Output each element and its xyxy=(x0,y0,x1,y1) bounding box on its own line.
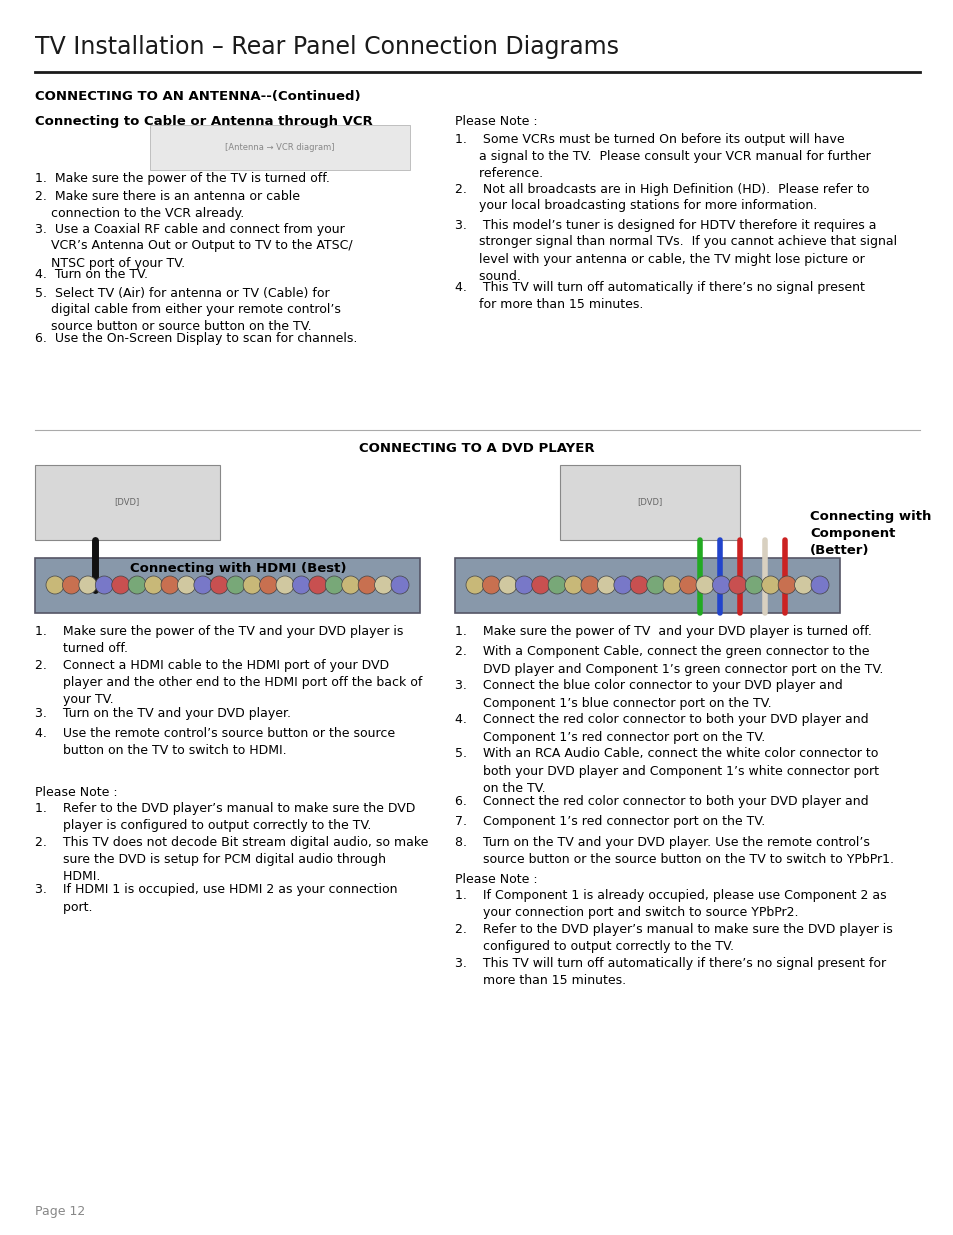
Text: [DVD]: [DVD] xyxy=(637,498,662,506)
Circle shape xyxy=(46,576,64,594)
Circle shape xyxy=(341,576,359,594)
Circle shape xyxy=(275,576,294,594)
Circle shape xyxy=(482,576,500,594)
Text: 2.  Make sure there is an antenna or cable
    connection to the VCR already.: 2. Make sure there is an antenna or cabl… xyxy=(35,190,299,221)
Text: TV Installation – Rear Panel Connection Diagrams: TV Installation – Rear Panel Connection … xyxy=(35,35,618,59)
Text: Connecting to Cable or Antenna through VCR: Connecting to Cable or Antenna through V… xyxy=(35,115,373,128)
Text: CONNECTING TO AN ANTENNA--(Continued): CONNECTING TO AN ANTENNA--(Continued) xyxy=(35,90,360,103)
Text: 4.    This TV will turn off automatically if there’s no signal present
      for: 4. This TV will turn off automatically i… xyxy=(455,282,864,311)
Text: 8.    Turn on the TV and your DVD player. Use the remote control’s
       source: 8. Turn on the TV and your DVD player. U… xyxy=(455,836,893,866)
Circle shape xyxy=(177,576,195,594)
Text: Connecting with HDMI (Best): Connecting with HDMI (Best) xyxy=(130,562,346,576)
Circle shape xyxy=(728,576,746,594)
Text: 1.  Make sure the power of the TV is turned off.: 1. Make sure the power of the TV is turn… xyxy=(35,172,330,185)
Circle shape xyxy=(375,576,393,594)
Text: 3.    This TV will turn off automatically if there’s no signal present for
     : 3. This TV will turn off automatically i… xyxy=(455,957,885,987)
Text: 3.  Use a Coaxial RF cable and connect from your
    VCR’s Antenna Out or Output: 3. Use a Coaxial RF cable and connect fr… xyxy=(35,222,353,269)
Text: 7.    Component 1’s red connector port on the TV.: 7. Component 1’s red connector port on t… xyxy=(455,815,764,829)
Text: 3.    This model’s tuner is designed for HDTV therefore it requires a
      stro: 3. This model’s tuner is designed for HD… xyxy=(455,219,896,283)
Circle shape xyxy=(357,576,375,594)
Text: 5.    With an RCA Audio Cable, connect the white color connector to
       both : 5. With an RCA Audio Cable, connect the … xyxy=(455,747,878,794)
Circle shape xyxy=(227,576,245,594)
Circle shape xyxy=(465,576,483,594)
Text: 5.  Select TV (Air) for antenna or TV (Cable) for
    digital cable from either : 5. Select TV (Air) for antenna or TV (Ca… xyxy=(35,287,340,333)
Circle shape xyxy=(531,576,549,594)
Text: 1.    If Component 1 is already occupied, please use Component 2 as
       your : 1. If Component 1 is already occupied, p… xyxy=(455,889,885,919)
Circle shape xyxy=(744,576,762,594)
Circle shape xyxy=(548,576,565,594)
Text: 1.    Some VCRs must be turned On before its output will have
      a signal to : 1. Some VCRs must be turned On before it… xyxy=(455,133,870,180)
Circle shape xyxy=(580,576,598,594)
Text: 1.    Make sure the power of the TV and your DVD player is
       turned off.: 1. Make sure the power of the TV and you… xyxy=(35,625,403,655)
Text: 2.    Refer to the DVD player’s manual to make sure the DVD player is
       con: 2. Refer to the DVD player’s manual to m… xyxy=(455,923,892,953)
Text: Please Note :: Please Note : xyxy=(35,785,117,799)
Circle shape xyxy=(391,576,409,594)
Circle shape xyxy=(515,576,533,594)
Text: 1.    Make sure the power of TV  and your DVD player is turned off.: 1. Make sure the power of TV and your DV… xyxy=(455,625,871,638)
Circle shape xyxy=(662,576,680,594)
Circle shape xyxy=(794,576,812,594)
FancyBboxPatch shape xyxy=(150,125,410,170)
Circle shape xyxy=(712,576,730,594)
Text: 3.    Turn on the TV and your DVD player.: 3. Turn on the TV and your DVD player. xyxy=(35,706,291,720)
Text: 3.    If HDMI 1 is occupied, use HDMI 2 as your connection
       port.: 3. If HDMI 1 is occupied, use HDMI 2 as … xyxy=(35,883,397,914)
Circle shape xyxy=(161,576,179,594)
FancyBboxPatch shape xyxy=(455,558,840,613)
Circle shape xyxy=(564,576,582,594)
Circle shape xyxy=(243,576,261,594)
FancyBboxPatch shape xyxy=(559,466,740,540)
Circle shape xyxy=(613,576,631,594)
Circle shape xyxy=(325,576,343,594)
Text: [DVD]: [DVD] xyxy=(114,498,139,506)
Text: CONNECTING TO A DVD PLAYER: CONNECTING TO A DVD PLAYER xyxy=(359,442,594,454)
Text: Please Note :: Please Note : xyxy=(455,115,537,128)
Circle shape xyxy=(62,576,80,594)
Text: 1.    Refer to the DVD player’s manual to make sure the DVD
       player is con: 1. Refer to the DVD player’s manual to m… xyxy=(35,802,415,832)
Circle shape xyxy=(95,576,113,594)
Circle shape xyxy=(810,576,828,594)
Text: Connecting with
Component
(Better): Connecting with Component (Better) xyxy=(809,510,930,557)
Circle shape xyxy=(498,576,517,594)
Text: [Antenna → VCR diagram]: [Antenna → VCR diagram] xyxy=(225,142,335,152)
Text: 4.  Turn on the TV.: 4. Turn on the TV. xyxy=(35,268,148,282)
Circle shape xyxy=(128,576,146,594)
Circle shape xyxy=(760,576,779,594)
FancyBboxPatch shape xyxy=(35,466,220,540)
Circle shape xyxy=(696,576,713,594)
Circle shape xyxy=(630,576,648,594)
Circle shape xyxy=(597,576,615,594)
Circle shape xyxy=(646,576,664,594)
Text: Page 12: Page 12 xyxy=(35,1205,85,1218)
Circle shape xyxy=(112,576,130,594)
Circle shape xyxy=(309,576,327,594)
Circle shape xyxy=(193,576,212,594)
Circle shape xyxy=(145,576,162,594)
Text: 4.    Connect the red color connector to both your DVD player and
       Compone: 4. Connect the red color connector to bo… xyxy=(455,714,868,743)
Circle shape xyxy=(778,576,796,594)
Text: 3.    Connect the blue color connector to your DVD player and
       Component 1: 3. Connect the blue color connector to y… xyxy=(455,679,841,709)
Circle shape xyxy=(293,576,310,594)
Text: 2.    Connect a HDMI cable to the HDMI port of your DVD
       player and the ot: 2. Connect a HDMI cable to the HDMI port… xyxy=(35,659,422,706)
FancyBboxPatch shape xyxy=(35,558,419,613)
Text: 6.    Connect the red color connector to both your DVD player and: 6. Connect the red color connector to bo… xyxy=(455,795,868,808)
Circle shape xyxy=(679,576,697,594)
Text: 2.    This TV does not decode Bit stream digital audio, so make
       sure the : 2. This TV does not decode Bit stream di… xyxy=(35,836,428,883)
Text: 2.    Not all broadcasts are in High Definition (HD).  Please refer to
      you: 2. Not all broadcasts are in High Defini… xyxy=(455,183,868,212)
Circle shape xyxy=(79,576,97,594)
Circle shape xyxy=(210,576,228,594)
Text: 2.    With a Component Cable, connect the green connector to the
       DVD play: 2. With a Component Cable, connect the g… xyxy=(455,646,882,676)
Text: 6.  Use the On-Screen Display to scan for channels.: 6. Use the On-Screen Display to scan for… xyxy=(35,332,357,345)
Circle shape xyxy=(259,576,277,594)
Text: 4.    Use the remote control’s source button or the source
       button on the : 4. Use the remote control’s source butto… xyxy=(35,727,395,757)
Text: Please Note :: Please Note : xyxy=(455,873,537,885)
